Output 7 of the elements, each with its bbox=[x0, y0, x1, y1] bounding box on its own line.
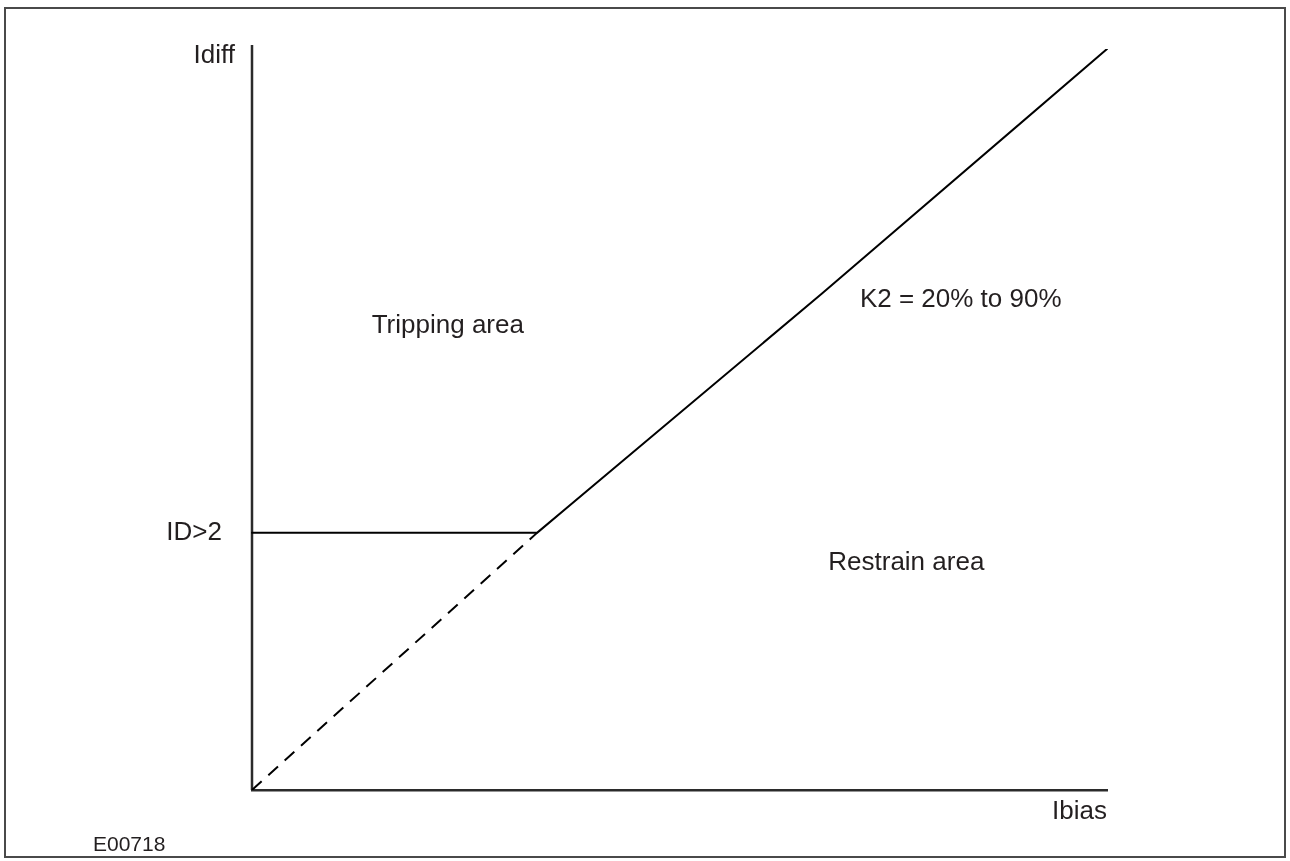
text: ID>2 bbox=[166, 516, 222, 547]
y-axis-title: Idiff bbox=[193, 39, 236, 70]
annotation: K2 = 20% to 90% bbox=[859, 283, 1062, 314]
x-axis-title: Ibias bbox=[1052, 795, 1107, 826]
annotation: Restrain area bbox=[828, 546, 985, 577]
text: E00718 bbox=[93, 831, 166, 855]
annotation: Tripping area bbox=[371, 309, 525, 340]
